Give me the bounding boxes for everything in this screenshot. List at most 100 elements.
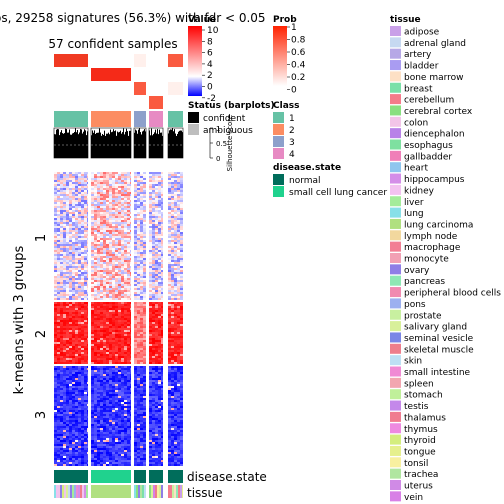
tissue-cell	[66, 485, 68, 498]
tissue-legend-label: esophagus	[404, 141, 453, 151]
silhouette-bar	[56, 129, 57, 158]
tissue-legend-label: ovary	[404, 266, 430, 276]
value-legend-tick: 6	[207, 49, 213, 59]
class-legend-label: 2	[289, 126, 295, 136]
row-axis-label: k-means with 3 groups	[12, 245, 27, 394]
tissue-cell	[123, 485, 125, 498]
tissue-legend-label: tongue	[404, 447, 436, 457]
prob-legend-title: Prob	[273, 15, 297, 25]
tissue-legend-label: lung carcinoma	[404, 220, 473, 230]
tissue-legend-swatch	[390, 173, 401, 184]
tissue-legend-label: adrenal gland	[404, 39, 466, 49]
silhouette-bar	[182, 132, 183, 158]
tissue-legend-swatch	[390, 241, 401, 252]
tissue-cell	[64, 485, 66, 498]
class-legend-label: 4	[289, 150, 295, 160]
silhouette-bar	[80, 129, 81, 158]
tissue-legend-swatch	[390, 468, 401, 479]
silhouette-bar	[76, 132, 77, 158]
tissue-legend-swatch	[390, 434, 401, 445]
silhouette-bar	[114, 131, 115, 158]
prob-cell	[134, 54, 146, 67]
silhouette-bar	[109, 134, 110, 158]
tissue-cell	[155, 485, 157, 498]
silhouette-bar	[171, 129, 172, 158]
silhouette-bar	[136, 130, 137, 158]
silhouette-bar	[92, 130, 93, 158]
tissue-cell	[111, 485, 113, 498]
tissue-legend-label: salivary gland	[404, 323, 467, 333]
silhouette-bar	[169, 130, 170, 158]
disease-legend-label: small cell lung cancer	[289, 188, 387, 198]
tissue-legend-swatch	[390, 128, 401, 139]
tissue-legend-title: tissue	[390, 15, 421, 25]
class-legend-title: Class	[273, 101, 299, 111]
silhouette-bar	[95, 133, 96, 158]
tissue-legend-label: bladder	[404, 62, 439, 72]
silhouette-bar	[170, 129, 171, 158]
tissue-cell	[149, 485, 151, 498]
tissue-legend-swatch	[390, 230, 401, 241]
prob-cell	[149, 68, 163, 81]
silhouette-bar	[149, 130, 150, 158]
silhouette-bar	[117, 131, 118, 158]
tissue-cell	[93, 485, 95, 498]
tissue-legend-label: bone marrow	[404, 73, 464, 83]
silhouette-bar	[173, 131, 174, 158]
tissue-cell	[136, 485, 138, 498]
tissue-cell	[159, 485, 161, 498]
disease-state-cell	[54, 470, 88, 483]
silhouette-bar	[110, 129, 111, 158]
tissue-cell	[161, 485, 163, 498]
tissue-legend-swatch	[390, 184, 401, 195]
tissue-cell	[103, 485, 105, 498]
tissue-legend-label: hippocampus	[404, 175, 465, 185]
silhouette-bar	[125, 131, 126, 158]
status-legend-label: ambiguous	[203, 126, 253, 136]
silhouette-bar	[129, 130, 130, 158]
tissue-legend-swatch	[390, 253, 401, 263]
tissue-cell	[80, 485, 82, 498]
disease-state-cell	[149, 470, 163, 483]
silhouette-bar	[175, 133, 176, 158]
tissue-cell	[95, 485, 97, 498]
class-cell	[91, 111, 131, 127]
tissue-cell	[86, 485, 88, 498]
tissue-cell	[129, 485, 131, 498]
prob-cell	[168, 68, 183, 81]
silhouette-bar	[179, 130, 180, 158]
silhouette-bar	[113, 129, 114, 158]
prob-legend: Prob 1 0.8 0.6 0.4 0.2 0	[273, 15, 306, 96]
silhouette-bar	[106, 133, 107, 158]
tissue-legend-label: kidney	[404, 186, 435, 196]
tissue-cell	[107, 485, 109, 498]
silhouette-bar	[103, 134, 104, 158]
silhouette-legend-tick: 0.5	[216, 140, 227, 148]
silhouette-bar	[59, 135, 60, 158]
value-legend-tick: -2	[207, 94, 216, 104]
tissue-cell	[76, 485, 78, 498]
silhouette-bar	[78, 134, 79, 158]
silhouette-bar	[86, 135, 87, 158]
tissue-cell	[91, 485, 93, 498]
silhouette-bar	[127, 131, 128, 158]
tissue-legend-label: thyroid	[404, 436, 436, 446]
silhouette-bar	[85, 130, 86, 158]
tissue-legend-swatch	[390, 150, 401, 161]
prob-legend-tick: 0.4	[291, 61, 306, 71]
disease-legend-label: normal	[289, 176, 321, 186]
silhouette-bar	[96, 132, 97, 158]
silhouette-bar	[91, 135, 92, 158]
status-legend: Status (barplots) confident ambiguous	[188, 101, 275, 136]
silhouette-bar	[84, 129, 85, 158]
prob-cell	[91, 68, 131, 81]
silhouette-bar	[143, 130, 144, 158]
tissue-cell	[97, 485, 99, 498]
bottom-anno-label-disease: disease.state	[187, 470, 267, 484]
tissue-cell	[58, 485, 60, 498]
silhouette-bar	[101, 135, 102, 158]
silhouette-bar	[77, 129, 78, 158]
tissue-legend-label: diencephalon	[404, 130, 465, 140]
